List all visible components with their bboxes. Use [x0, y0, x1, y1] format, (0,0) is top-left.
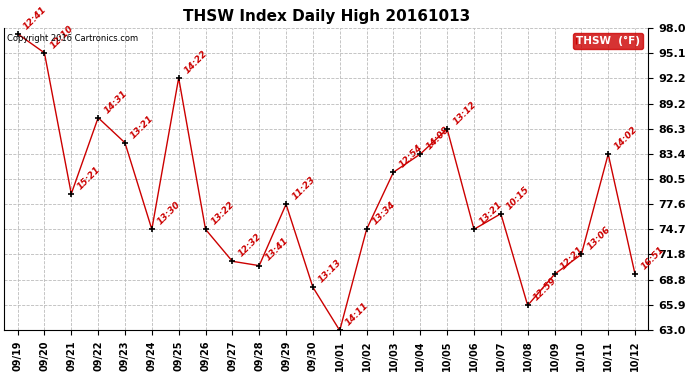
Text: 16:51: 16:51: [639, 245, 666, 272]
Text: 13:12: 13:12: [451, 100, 478, 126]
Text: Copyright 2016 Cartronics.com: Copyright 2016 Cartronics.com: [8, 34, 139, 43]
Text: 12:21: 12:21: [559, 245, 585, 272]
Text: 13:21: 13:21: [129, 113, 156, 140]
Text: 14:02: 14:02: [613, 124, 639, 151]
Text: 13:13: 13:13: [317, 258, 344, 285]
Title: THSW Index Daily High 20161013: THSW Index Daily High 20161013: [183, 9, 470, 24]
Text: 14:31: 14:31: [102, 88, 129, 115]
Text: 13:06: 13:06: [586, 225, 612, 252]
Text: 13:30: 13:30: [156, 200, 183, 226]
Text: 13:22: 13:22: [210, 200, 236, 226]
Text: 12:59: 12:59: [532, 276, 558, 303]
Text: 10:15: 10:15: [505, 184, 531, 211]
Text: 15:21: 15:21: [75, 165, 102, 191]
Text: 14:22: 14:22: [183, 48, 210, 75]
Text: 12:32: 12:32: [237, 232, 263, 258]
Text: 12:54: 12:54: [397, 143, 424, 170]
Text: 12:10: 12:10: [48, 24, 75, 50]
Text: 14:11: 14:11: [344, 301, 371, 328]
Text: 13:21: 13:21: [478, 200, 505, 226]
Text: 13:34: 13:34: [371, 200, 397, 226]
Legend: THSW  (°F): THSW (°F): [573, 33, 643, 49]
Text: 14:08: 14:08: [424, 124, 451, 151]
Text: 11:23: 11:23: [290, 175, 317, 201]
Text: 12:41: 12:41: [22, 4, 48, 31]
Text: 13:41: 13:41: [264, 236, 290, 263]
